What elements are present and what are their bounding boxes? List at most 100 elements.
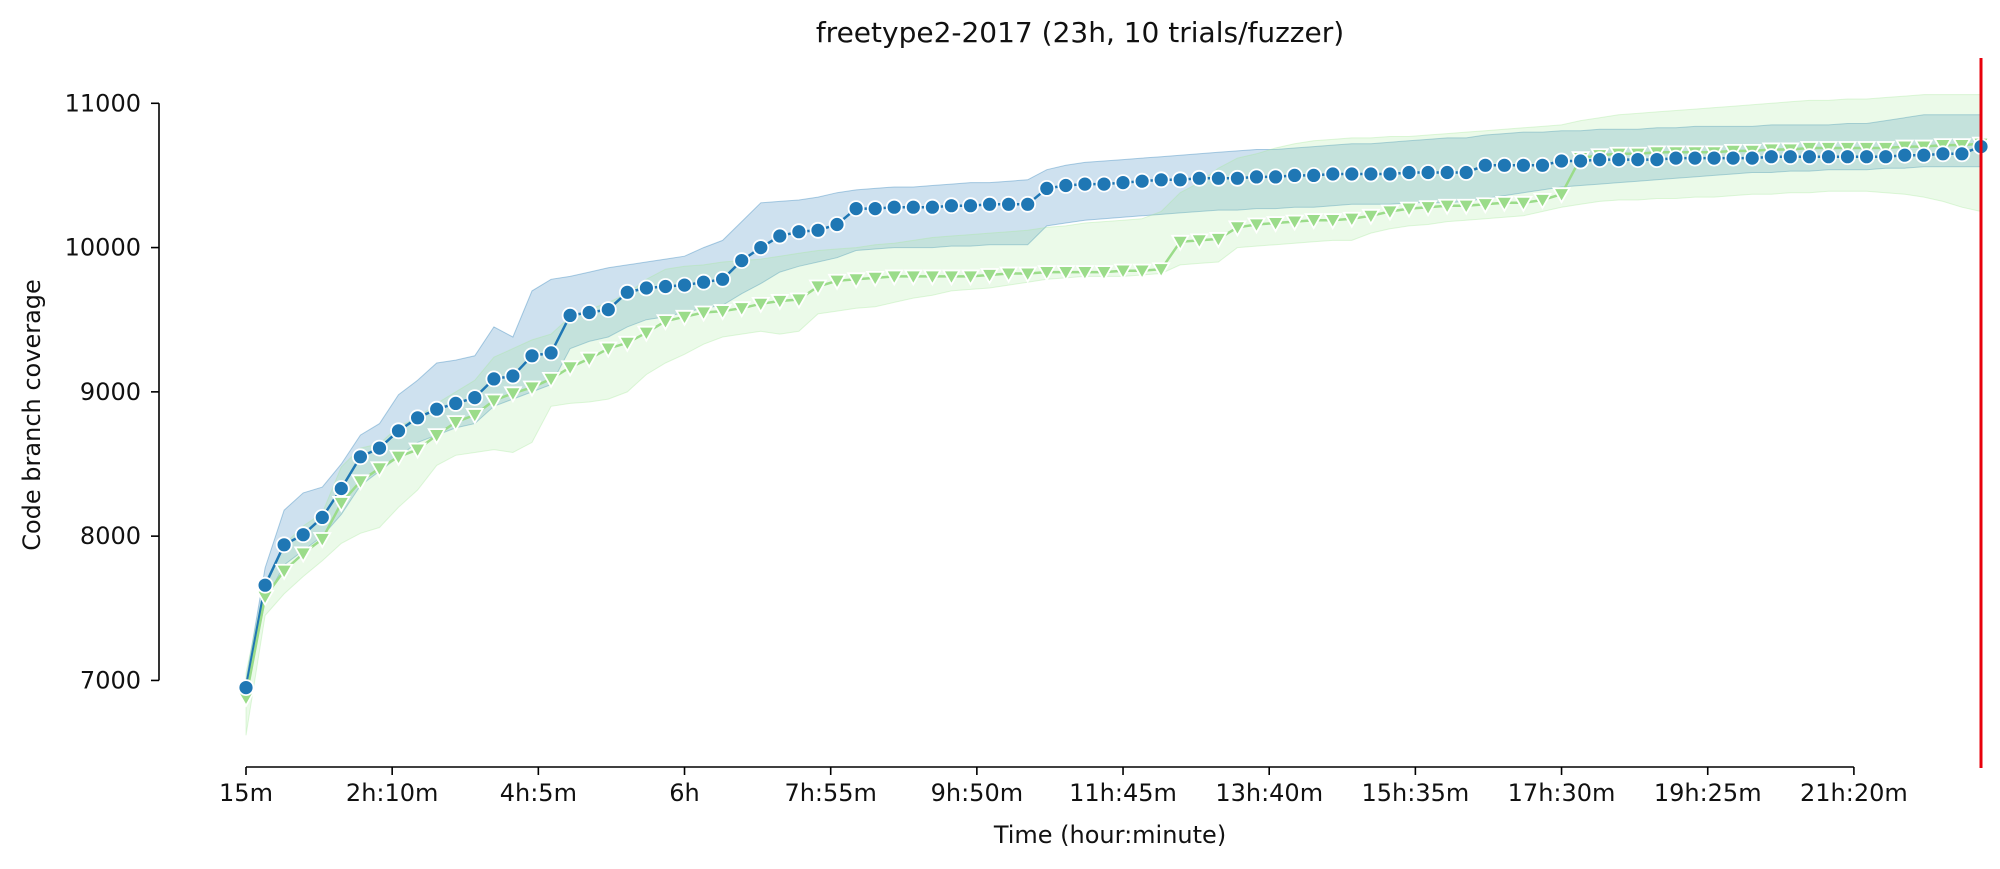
data-point bbox=[903, 269, 923, 287]
data-point bbox=[1000, 195, 1017, 213]
data-point bbox=[1801, 148, 1818, 166]
data-point bbox=[866, 200, 884, 218]
data-point bbox=[446, 415, 466, 432]
data-point bbox=[751, 296, 771, 314]
data-point bbox=[1743, 149, 1761, 167]
data-point bbox=[465, 408, 485, 425]
data-point bbox=[579, 351, 599, 369]
data-point bbox=[657, 278, 674, 295]
data-point bbox=[1762, 148, 1780, 166]
data-point bbox=[1648, 151, 1666, 169]
data-point bbox=[1896, 146, 1914, 164]
data-point bbox=[427, 428, 447, 445]
data-point bbox=[999, 266, 1019, 284]
data-point bbox=[713, 304, 733, 321]
data-point bbox=[1667, 149, 1685, 167]
data-point bbox=[1076, 175, 1094, 193]
data-point bbox=[1362, 165, 1380, 183]
data-point bbox=[1400, 164, 1418, 181]
data-point bbox=[676, 276, 693, 294]
data-point bbox=[1075, 265, 1095, 282]
data-point bbox=[732, 301, 752, 318]
data-point bbox=[1323, 213, 1343, 230]
data-point bbox=[618, 283, 636, 301]
data-point bbox=[694, 305, 714, 323]
data-point bbox=[846, 272, 866, 290]
data-point bbox=[808, 279, 828, 297]
data-point bbox=[313, 509, 331, 526]
data-point bbox=[636, 325, 656, 343]
data-point bbox=[1171, 171, 1189, 189]
x-tick-label: 13h:40m bbox=[1215, 779, 1323, 807]
data-point bbox=[1095, 175, 1113, 193]
data-point bbox=[274, 563, 294, 581]
data-point bbox=[789, 292, 809, 310]
x-tick-label: 19h:25m bbox=[1654, 779, 1762, 807]
data-point bbox=[409, 409, 427, 427]
data-point bbox=[1437, 198, 1457, 216]
data-point bbox=[1781, 148, 1799, 166]
data-point bbox=[388, 449, 409, 467]
data-point bbox=[1457, 164, 1475, 181]
data-point bbox=[1343, 165, 1361, 183]
axes: 7000 8000 9000 10000 11000 15m 2h:10m 4h:5m 6h 7h… bbox=[65, 89, 1908, 807]
data-point bbox=[1399, 201, 1419, 219]
x-tick-label: 2h:10m bbox=[346, 779, 438, 807]
y-tick-label: 9000 bbox=[80, 378, 141, 406]
data-point bbox=[1591, 151, 1609, 169]
y-axis-label: Code branch coverage bbox=[18, 279, 46, 551]
x-tick-label: 15h:35m bbox=[1361, 779, 1469, 807]
data-point bbox=[1572, 152, 1589, 170]
data-point bbox=[1152, 171, 1170, 189]
data-point bbox=[561, 306, 579, 324]
data-point bbox=[1342, 211, 1362, 229]
x-tick-label: 9h:50m bbox=[931, 779, 1023, 807]
data-point bbox=[1018, 266, 1038, 284]
data-point bbox=[580, 304, 598, 321]
data-point bbox=[1361, 208, 1381, 226]
data-point bbox=[332, 480, 350, 497]
data-point bbox=[371, 439, 388, 457]
x-axis-label: Time (hour:minute) bbox=[993, 821, 1226, 849]
data-point bbox=[447, 394, 465, 412]
data-point bbox=[1210, 169, 1227, 187]
data-point bbox=[1515, 156, 1532, 174]
data-point bbox=[237, 679, 255, 696]
data-point bbox=[1248, 168, 1265, 186]
data-point bbox=[275, 536, 293, 554]
data-point bbox=[1418, 200, 1438, 217]
data-point bbox=[770, 294, 790, 311]
data-point bbox=[980, 268, 1000, 285]
data-point bbox=[1380, 204, 1400, 222]
data-point bbox=[674, 309, 695, 327]
data-point bbox=[598, 341, 618, 359]
data-point bbox=[617, 335, 637, 353]
data-point bbox=[1266, 216, 1286, 233]
data-point bbox=[1858, 148, 1875, 166]
data-point bbox=[294, 526, 312, 544]
data-point bbox=[847, 200, 865, 218]
data-point bbox=[428, 400, 446, 418]
data-point bbox=[466, 389, 484, 407]
data-point bbox=[1532, 193, 1553, 210]
data-point bbox=[752, 239, 770, 257]
data-point bbox=[1246, 217, 1267, 235]
data-point bbox=[981, 195, 998, 213]
data-point bbox=[1934, 145, 1952, 163]
data-point bbox=[1304, 213, 1324, 230]
data-point bbox=[827, 273, 847, 291]
data-point bbox=[542, 344, 560, 362]
data-point bbox=[1724, 149, 1742, 167]
data-point bbox=[1456, 198, 1476, 216]
data-point bbox=[522, 380, 542, 398]
data-point bbox=[1267, 168, 1284, 186]
data-point bbox=[1305, 166, 1323, 184]
y-tick-label: 10000 bbox=[65, 234, 141, 262]
data-point bbox=[1494, 195, 1514, 213]
data-point bbox=[408, 442, 428, 460]
data-point bbox=[922, 269, 942, 287]
data-point bbox=[1038, 179, 1056, 197]
data-point bbox=[924, 198, 941, 216]
data-point bbox=[1170, 234, 1190, 252]
data-point bbox=[960, 269, 981, 287]
